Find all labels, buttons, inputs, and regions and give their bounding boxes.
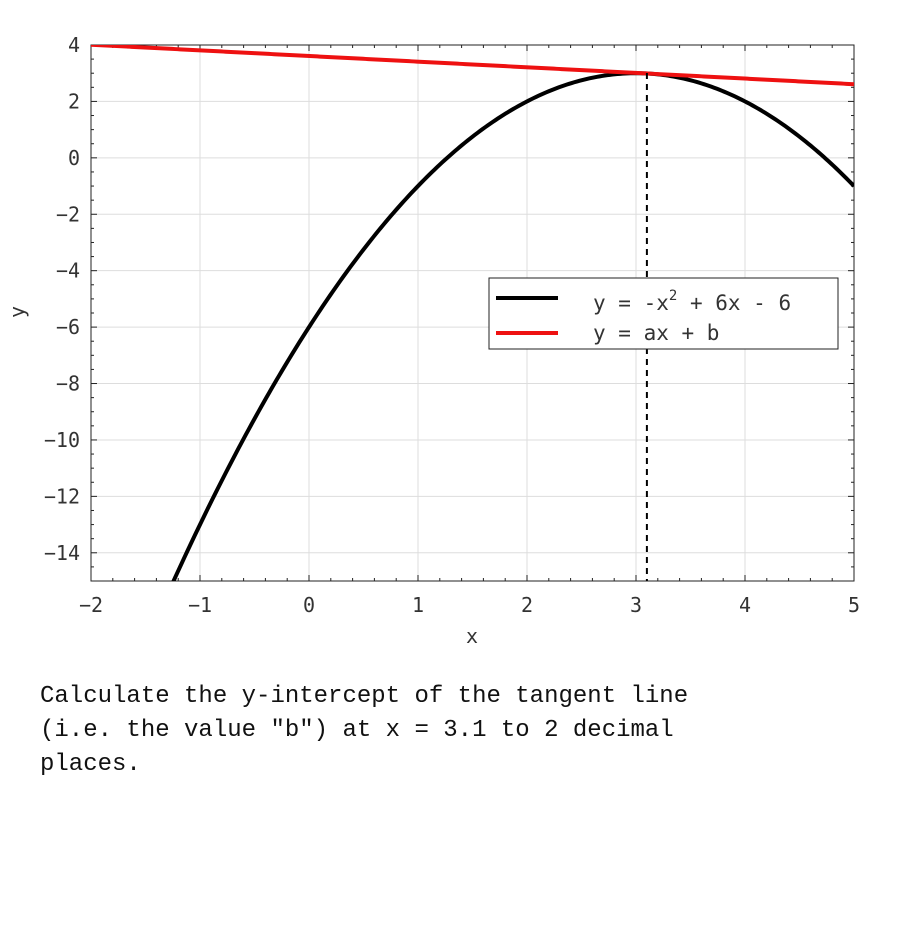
tangent-series-line (91, 45, 854, 87)
y-tick-label: 2 (68, 89, 80, 113)
y-tick-label: 0 (68, 146, 80, 170)
x-tick-label: 1 (412, 593, 424, 617)
x-tick-label: 5 (848, 593, 860, 617)
y-tick-label: −12 (44, 484, 80, 508)
x-tick-label: −1 (188, 593, 212, 617)
parabola-series-line (171, 71, 854, 581)
legend-label-tangent: y = ax + b (593, 321, 719, 345)
series-layer (91, 45, 854, 581)
y-axis-label: y (5, 306, 29, 318)
plot-frame (90, 44, 855, 582)
y-tick-label: −2 (56, 202, 80, 226)
legend-label-parabola: y = -x2 + 6x - 6 (593, 288, 791, 315)
legend-box (488, 277, 839, 350)
y-tick-label: −14 (44, 541, 80, 565)
y-tick-label: 4 (68, 33, 80, 57)
y-tick-label: −4 (56, 259, 80, 283)
y-tick-label: −6 (56, 315, 80, 339)
x-tick-label: 0 (303, 593, 315, 617)
y-tick-label: −8 (56, 372, 80, 396)
y-tick-label: −10 (44, 428, 80, 452)
x-tick-label: 3 (630, 593, 642, 617)
x-tick-label: 4 (739, 593, 751, 617)
x-axis-label: x (466, 624, 478, 648)
question-text: Calculate the y-intercept of the tangent… (40, 683, 689, 778)
x-tick-label: −2 (79, 593, 103, 617)
x-tick-label: 2 (521, 593, 533, 617)
legend: y = -x2 + 6x - 6 y = ax + b (488, 277, 839, 350)
